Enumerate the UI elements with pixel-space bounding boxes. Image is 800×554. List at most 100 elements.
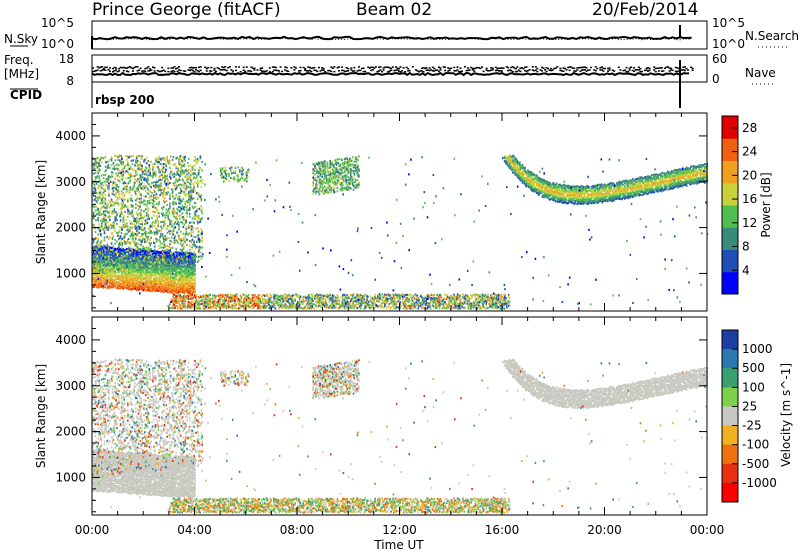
heatmap-cell [132,159,134,162]
heatmap-cell [203,294,205,297]
heatmap-cell [170,275,173,278]
heatmap-cell [181,249,184,252]
heatmap-cell [116,219,118,222]
nave-dot [344,70,347,73]
heatmap-cell [92,274,95,277]
heatmap-cell [153,250,156,253]
heatmap-cell [183,246,186,249]
heatmap-cell [174,197,177,200]
heatmap-cell [97,219,99,222]
nave-dot [634,69,637,71]
heatmap-cell [105,184,108,187]
heatmap-cell [183,255,186,258]
heatmap-cell [120,283,123,286]
nave-dot [330,66,333,68]
heatmap-cell [145,263,148,266]
heatmap-cell [122,262,125,265]
nave-dot [467,67,470,69]
heatmap-cell [127,273,129,276]
nave-dot [148,69,151,72]
heatmap-cell [169,212,171,215]
heatmap-cell [152,254,154,257]
heatmap-cell [137,289,140,292]
heatmap-cell [145,245,148,248]
heatmap-cell [153,269,155,272]
heatmap-cell [152,285,154,288]
heatmap-cell [106,261,108,264]
heatmap-cell [142,201,144,204]
nave-dot [208,70,211,72]
heatmap-cell [100,246,102,249]
heatmap-cell [103,232,106,235]
heatmap-cell [127,198,129,201]
freq-label: Freq. [4,53,34,67]
heatmap-cell [99,252,101,255]
heatmap-cell [141,261,143,264]
heatmap-cell [151,260,153,263]
heatmap-cell [118,270,120,273]
heatmap-cell [135,159,137,162]
heatmap-cell [178,169,180,172]
heatmap-cell [149,286,151,289]
heatmap-cell [105,278,108,281]
nave-dot [230,69,233,71]
heatmap-cell [109,215,111,218]
nave-dot [480,66,483,68]
heatmap-cell [136,278,139,281]
heatmap-cell [107,269,109,272]
heatmap-cell [179,271,181,274]
heatmap-cell [156,184,159,187]
heatmap-cell [158,259,160,262]
heatmap-cell [114,229,116,232]
nave-dot [382,69,385,71]
heatmap-cell [154,285,157,288]
nave-dot [113,66,116,69]
heatmap-cell [92,194,95,197]
heatmap-cell [179,286,181,289]
heatmap-cell [166,244,168,247]
heatmap-cell [121,206,124,209]
heatmap-cell [165,165,168,168]
heatmap-cell [130,250,133,253]
heatmap-cell [153,270,156,273]
heatmap-cell [105,224,108,227]
heatmap-cell [166,279,168,282]
heatmap-cell [177,291,179,294]
heatmap-cell [139,278,142,281]
heatmap-cell [135,211,138,214]
heatmap-cell [139,284,142,287]
heatmap-cell [189,293,192,296]
heatmap-cell [129,261,132,264]
heatmap-cell [103,285,106,288]
heatmap-cell [121,279,124,282]
heatmap-cell [124,280,126,283]
heatmap-cell [190,194,193,197]
heatmap-cell [172,256,175,259]
heatmap-cell [136,257,139,260]
nave-dot [331,67,334,69]
heatmap-cell [116,258,118,261]
heatmap-cell [177,262,179,265]
heatmap-cell [170,220,173,223]
nave-dot [195,69,198,71]
heatmap-cell [124,275,126,278]
heatmap-cell [154,172,157,175]
heatmap-cell [118,250,121,253]
heatmap-cell [194,275,196,278]
heatmap-cell [167,216,169,219]
heatmap-cell [135,279,138,282]
heatmap-cell [178,270,180,273]
heatmap-cell [169,267,171,270]
heatmap-cell [120,259,123,262]
nave-dot [674,70,677,73]
heatmap-cell [144,185,147,188]
heatmap-cell [104,267,107,270]
heatmap-cell [158,279,160,282]
heatmap-cell [179,277,181,280]
heatmap-cell [139,205,142,208]
nave-dot [124,67,127,69]
nave-dot [580,66,583,69]
heatmap-cell [165,208,168,211]
heatmap-cell [153,250,155,253]
heatmap-cell [174,226,177,229]
